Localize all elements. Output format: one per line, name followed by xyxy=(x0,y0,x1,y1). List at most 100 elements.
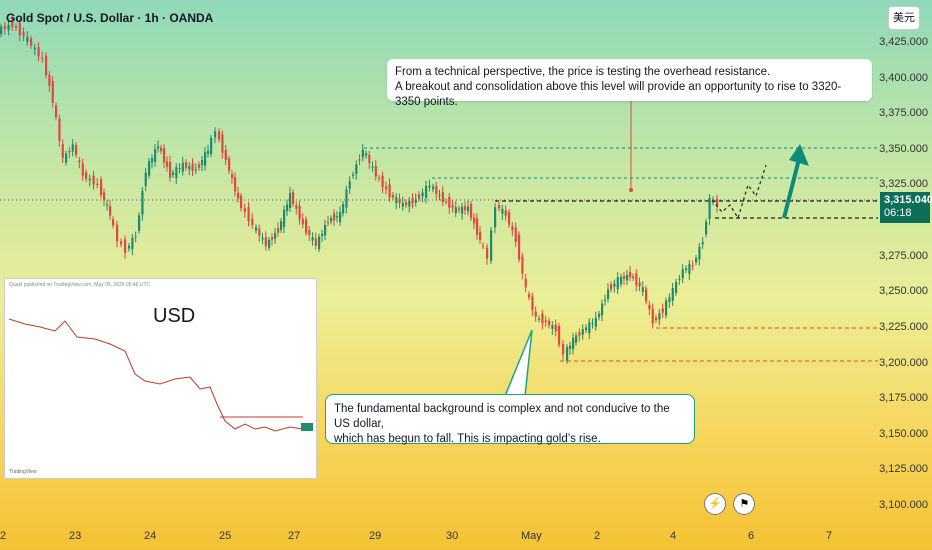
currency-button[interactable]: 美元 xyxy=(888,6,920,30)
date-tick-label: 6 xyxy=(748,530,755,542)
candle-body xyxy=(124,239,127,253)
candle-body xyxy=(333,213,336,221)
candle-body xyxy=(461,206,464,214)
candle-body xyxy=(138,215,141,231)
candlestick-series xyxy=(0,16,719,364)
candle-body xyxy=(251,218,254,225)
candle-body xyxy=(33,47,36,50)
candle-body xyxy=(388,184,391,198)
candle-body xyxy=(231,174,234,178)
candle-body xyxy=(240,195,243,209)
candle-body xyxy=(572,337,575,350)
technical-note[interactable]: From a technical perspective, the price … xyxy=(387,59,872,108)
usd-inset-chart[interactable]: Quaid published on TradingView.com, May … xyxy=(4,278,317,479)
candle-body xyxy=(58,118,61,141)
candle-body xyxy=(607,289,610,299)
candle-body xyxy=(569,345,572,349)
candle-body xyxy=(224,150,227,160)
inset-label: USD xyxy=(153,305,196,327)
candle-body xyxy=(629,272,632,278)
candle-body xyxy=(148,160,151,176)
candle-body xyxy=(37,47,40,57)
candle-body xyxy=(623,275,626,279)
last-price-label: 3,315.040 06:18 xyxy=(880,192,932,223)
candle-body xyxy=(295,205,298,209)
candle-body xyxy=(428,185,431,188)
candle-body xyxy=(594,317,597,327)
chart-overlays xyxy=(503,101,809,397)
candle-body xyxy=(128,245,131,249)
technical-note-line-2: A breakout and consolidation above this … xyxy=(395,81,842,108)
candle-body xyxy=(345,189,348,208)
candle-body xyxy=(678,278,681,280)
candle-body xyxy=(198,164,201,168)
inset-price-line xyxy=(8,318,304,432)
candle-body xyxy=(185,162,188,168)
candle-body xyxy=(234,177,237,192)
candle-body xyxy=(169,161,172,178)
candle-body xyxy=(467,206,470,212)
candle-body xyxy=(473,217,476,224)
candle-body xyxy=(280,221,283,230)
candle-body xyxy=(648,304,651,310)
candle-body xyxy=(368,154,371,164)
candle-body xyxy=(308,230,311,235)
flash-icon[interactable]: ⚡ xyxy=(704,493,726,515)
candle-body xyxy=(691,265,694,267)
candle-body xyxy=(454,207,457,214)
candle-body xyxy=(645,288,648,302)
candle-body xyxy=(651,308,654,324)
candle-body xyxy=(411,198,414,204)
fundamental-note-line-1: The fundamental background is complex an… xyxy=(334,403,670,430)
candle-body xyxy=(591,323,594,325)
candle-body xyxy=(116,224,119,242)
technical-callout-dot xyxy=(629,188,633,192)
candle-body xyxy=(92,175,95,185)
candle-body xyxy=(355,164,358,174)
candle-body xyxy=(421,192,424,197)
candle-body xyxy=(508,212,511,225)
candle-body xyxy=(48,74,51,86)
flag-icon[interactable]: ⚑ xyxy=(733,493,756,515)
candle-body xyxy=(214,131,217,138)
candle-body xyxy=(268,239,271,248)
candle-body xyxy=(378,177,381,179)
candle-body xyxy=(261,237,264,240)
candle-body xyxy=(626,274,629,281)
candle-body xyxy=(641,287,644,292)
candle-body xyxy=(425,185,428,199)
candle-body xyxy=(327,222,330,224)
candle-body xyxy=(418,194,421,200)
candle-body xyxy=(339,212,342,222)
candle-body xyxy=(96,183,99,185)
candle-body xyxy=(632,276,635,279)
candle-body xyxy=(398,198,401,204)
fundamental-note[interactable]: The fundamental background is complex an… xyxy=(325,394,695,445)
candle-body xyxy=(0,26,3,35)
candle-body xyxy=(432,186,435,190)
candle-body xyxy=(581,329,584,335)
candle-body xyxy=(207,150,210,154)
candle-body xyxy=(361,150,364,158)
breakout-arrow-head xyxy=(789,144,809,166)
candle-body xyxy=(501,208,504,214)
candle-body xyxy=(18,23,21,36)
candle-body xyxy=(562,343,565,355)
candle-body xyxy=(221,134,224,153)
candle-body xyxy=(228,158,231,171)
candle-body xyxy=(504,210,507,216)
candle-body xyxy=(30,38,33,46)
candle-body xyxy=(635,273,638,286)
candle-body xyxy=(194,169,197,171)
inset-source: Quaid published on TradingView.com, May … xyxy=(9,282,151,288)
candle-body xyxy=(598,313,601,318)
candle-body xyxy=(486,247,489,259)
candle-body xyxy=(181,162,184,172)
price-tick-label: 3,150.000 xyxy=(879,427,928,440)
inset-price-tag xyxy=(301,423,313,431)
candle-body xyxy=(518,234,521,260)
candle-body xyxy=(55,105,58,118)
candle-body xyxy=(178,168,181,170)
date-tick-label: 27 xyxy=(288,530,301,542)
